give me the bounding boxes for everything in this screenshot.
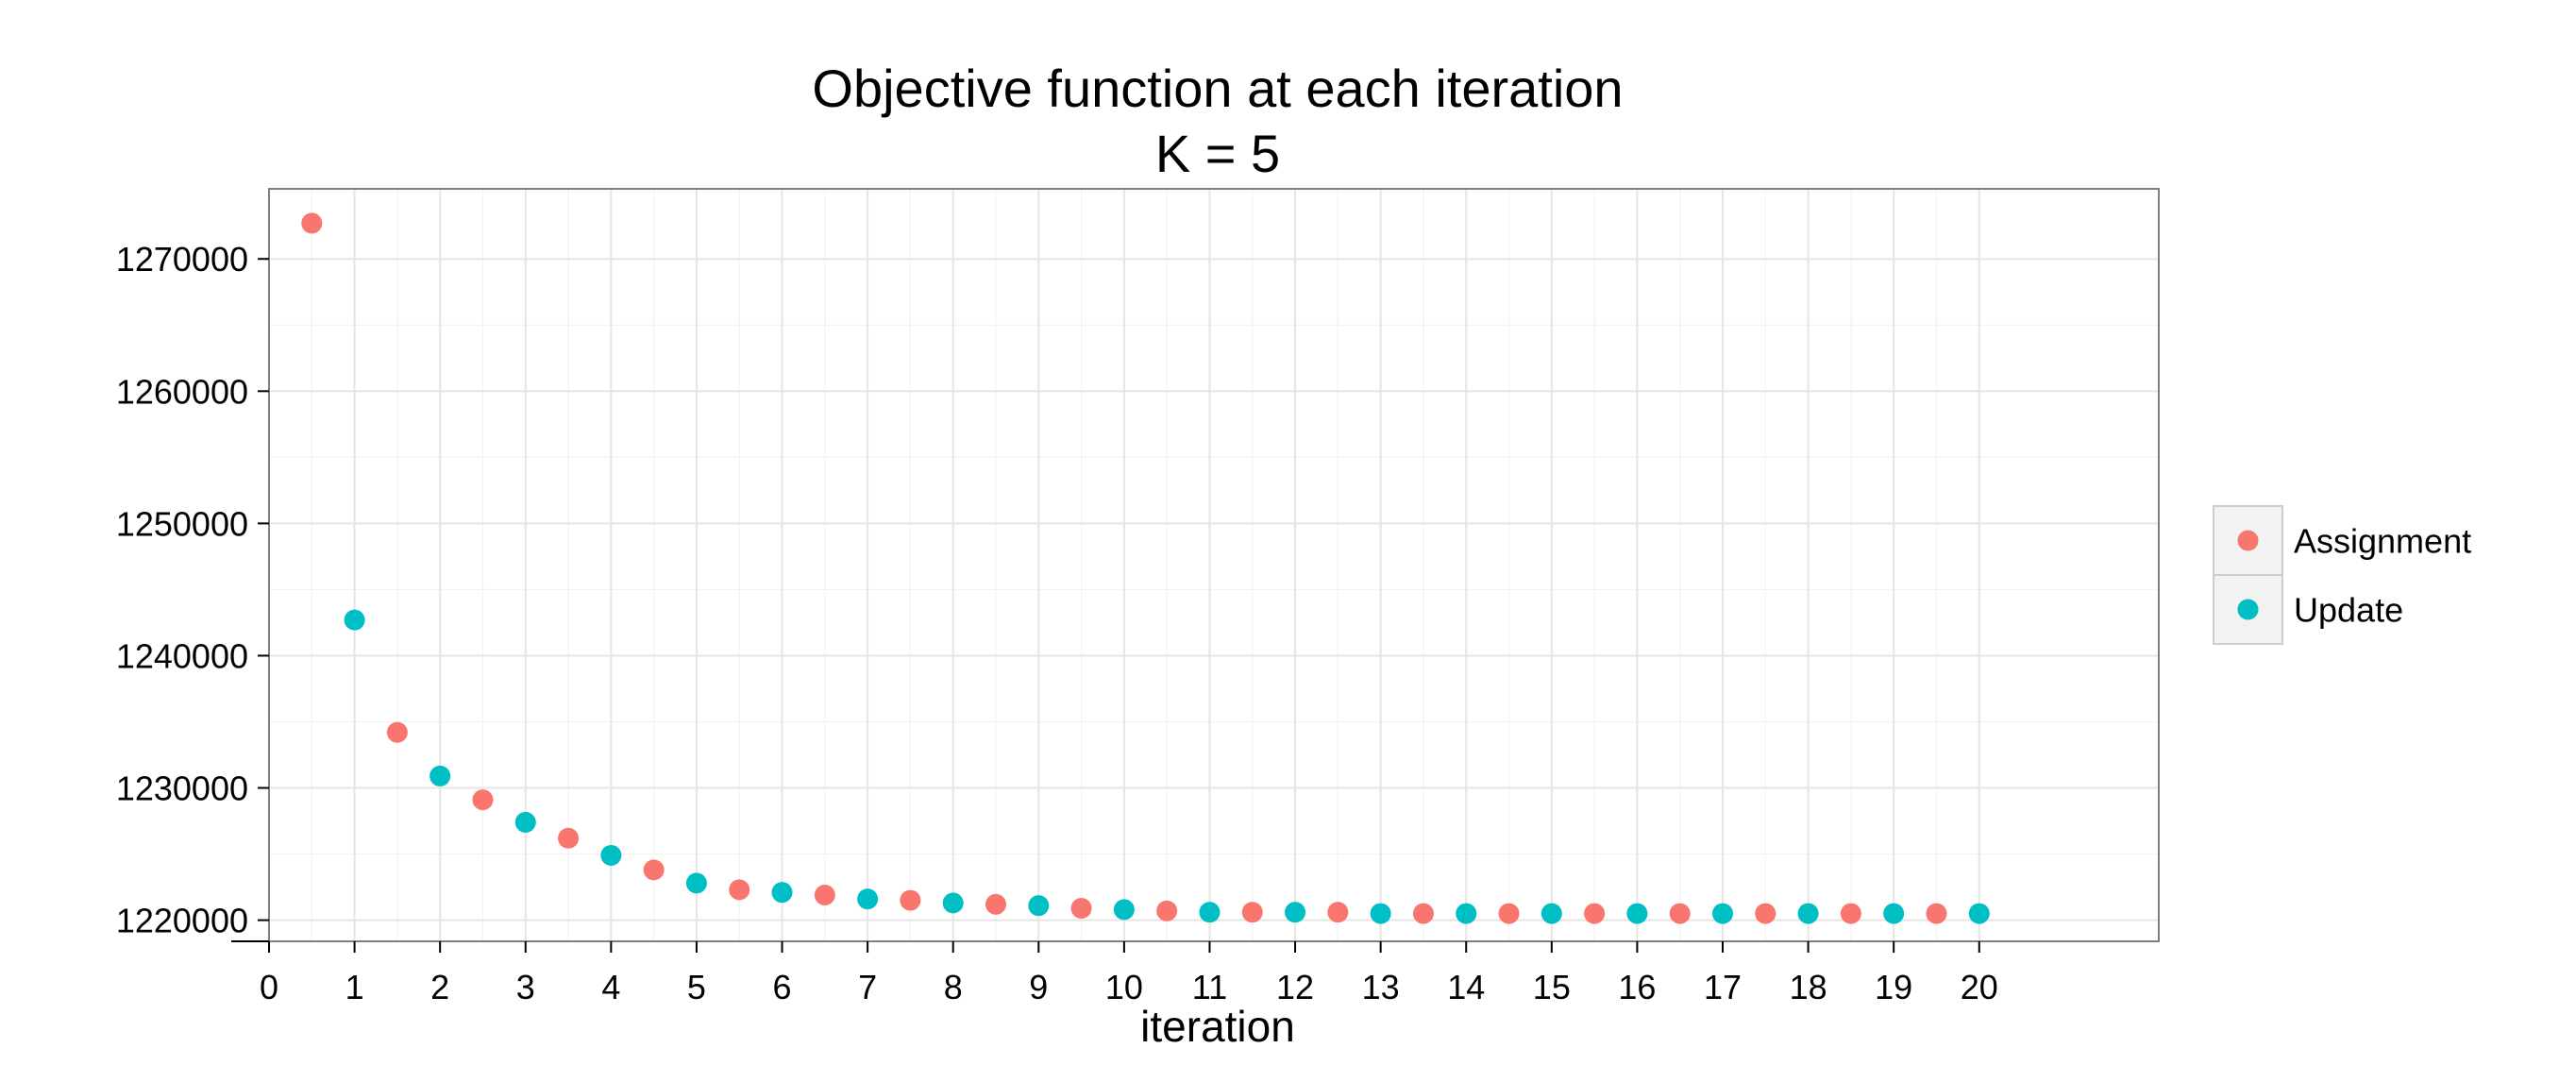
plot-border (268, 188, 2160, 942)
y-tick-label: 1230000 (116, 769, 248, 808)
x-tick-label: 4 (601, 968, 620, 1006)
legend-key-update (2237, 599, 2259, 620)
data-point-assignment (386, 721, 408, 743)
x-tick-label: 7 (858, 968, 877, 1006)
data-point-update (685, 872, 707, 894)
y-axis: 1220000 1230000 1240000 1250000 1260000 12700… (116, 240, 269, 940)
x-tick-label: 8 (944, 968, 963, 1006)
x-tick-label: 16 (1618, 968, 1656, 1006)
x-tick-label: 2 (430, 968, 449, 1006)
legend-key-assignment (2237, 530, 2259, 551)
legend-label-assignment: Assignment (2294, 522, 2471, 561)
x-tick-label: 15 (1533, 968, 1571, 1006)
x-tick-label: 6 (773, 968, 792, 1006)
x-tick-label: 5 (687, 968, 706, 1006)
data-point-assignment (1669, 903, 1691, 924)
chart-subtitle: K = 5 (1155, 124, 1280, 183)
data-point-update (1712, 903, 1733, 924)
data-point-assignment (1156, 900, 1178, 921)
data-point-update (942, 892, 964, 914)
data-point-update (1883, 903, 1905, 924)
data-point-update (600, 844, 622, 866)
data-point-assignment (558, 827, 580, 849)
data-point-assignment (729, 879, 750, 901)
data-point-update (1028, 895, 1050, 917)
data-point-assignment (1412, 903, 1434, 924)
x-tick-label: 12 (1276, 968, 1314, 1006)
x-tick-label: 13 (1362, 968, 1400, 1006)
y-tick-label: 1220000 (116, 902, 248, 940)
plot-panel (268, 188, 2160, 942)
data-point-assignment (985, 893, 1006, 915)
data-point-assignment (1498, 903, 1520, 924)
x-axis-label: iteration (1140, 1002, 1295, 1051)
data-point-update (1626, 903, 1648, 924)
data-point-update (857, 888, 879, 910)
x-tick-label: 14 (1447, 968, 1485, 1006)
data-point-update (1199, 902, 1221, 923)
x-axis: 0 1 2 3 4 5 6 7 8 9 10 11 12 13 14 15 16 17 18 19 20 (231, 940, 1998, 1006)
y-tick-label: 1240000 (116, 636, 248, 675)
data-point-update (1370, 903, 1391, 924)
x-tick-label: 9 (1029, 968, 1048, 1006)
x-tick-label: 18 (1790, 968, 1827, 1006)
data-point-assignment (1584, 903, 1606, 924)
data-point-update (1968, 903, 1990, 924)
data-point-assignment (814, 884, 835, 905)
data-point-assignment (1926, 903, 1947, 924)
data-point-update (1456, 903, 1477, 924)
x-tick-label: 19 (1875, 968, 1912, 1006)
data-point-assignment (643, 859, 665, 881)
data-point-update (1797, 903, 1819, 924)
data-point-update (1541, 903, 1562, 924)
x-tick-label: 1 (345, 968, 364, 1006)
data-point-assignment (472, 789, 494, 811)
y-tick-label: 1250000 (116, 504, 248, 543)
chart-title: Objective function at each iteration (812, 59, 1623, 118)
y-tick-label: 1270000 (116, 240, 248, 279)
legend: Assignment Update (2213, 505, 2471, 645)
x-tick-label: 3 (516, 968, 535, 1006)
legend-label-update: Update (2294, 591, 2403, 630)
x-tick-label: 11 (1192, 968, 1227, 1006)
data-point-assignment (1070, 897, 1092, 919)
data-point-assignment (1840, 903, 1861, 924)
data-point-update (429, 765, 451, 786)
data-point-assignment (900, 889, 921, 911)
x-tick-label: 0 (260, 968, 278, 1006)
data-point-assignment (1327, 902, 1349, 923)
y-tick-label: 1260000 (116, 372, 248, 411)
data-point-assignment (301, 212, 323, 234)
data-point-assignment (1755, 903, 1776, 924)
data-point-update (514, 811, 536, 833)
data-point-assignment (1241, 902, 1263, 923)
x-tick-label: 10 (1105, 968, 1143, 1006)
data-point-update (344, 609, 365, 631)
data-point-update (1285, 902, 1306, 923)
plot-background (269, 189, 2159, 941)
x-tick-label: 17 (1704, 968, 1742, 1006)
data-point-update (771, 882, 793, 904)
data-point-update (1113, 899, 1135, 921)
x-tick-label: 20 (1961, 968, 1998, 1006)
